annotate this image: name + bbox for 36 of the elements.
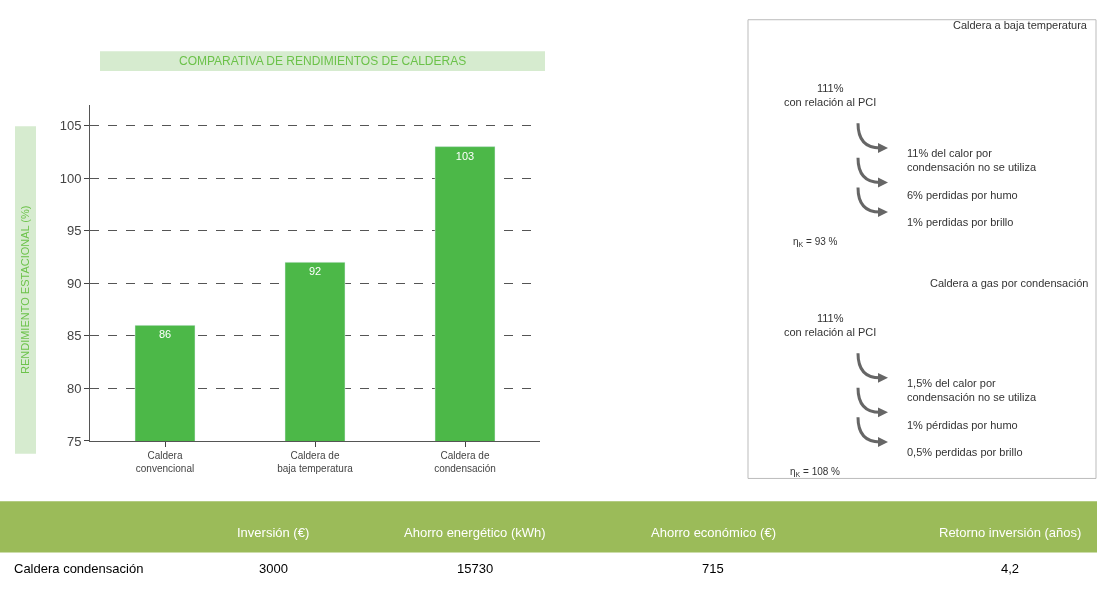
data-label: 86 [158, 328, 172, 341]
chart-title: COMPARATIVA DE RENDIMIENTOS DE CALDERAS [179, 54, 467, 68]
y-axis-title: RENDIMIENTO ESTACIONAL (%) [18, 205, 31, 375]
text: 11% del calor por condensación no se utiliza [907, 147, 1037, 174]
text: 715 [702, 561, 724, 576]
y-tick-label: 105 [59, 118, 82, 134]
text: Ahorro económico (€) [651, 525, 776, 540]
text: 1,5% del calor por condensación no se utiliza [907, 377, 1037, 404]
y-tick-label: 90 [66, 275, 82, 291]
text: η$_{K}$ = 93 % [793, 236, 838, 249]
y-tick-label: 95 [66, 223, 82, 239]
text: 1% pérdidas por humo [907, 419, 1018, 431]
y-tick-label: 75 [66, 433, 82, 449]
text: 15730 [457, 561, 494, 576]
y-tick-label: 100 [59, 170, 82, 186]
x-tick-label: Caldera de condensación [434, 449, 496, 474]
y-tick-label: 85 [66, 328, 82, 344]
y-tick-label: 80 [66, 380, 82, 396]
text: 1% perdidas por brillo [907, 216, 1014, 228]
text: Caldera a gas por condensación [930, 277, 1089, 289]
text: 6% perdidas por humo [907, 189, 1018, 201]
text: Retorno inversión (años) [939, 525, 1082, 540]
text: Caldera a baja temperatura [953, 19, 1088, 31]
text: 3000 [259, 561, 288, 576]
text: 111% con relación al PCI [784, 82, 877, 109]
text: Ahorro energético (kWh) [404, 525, 546, 540]
x-tick-label: Caldera de baja temperatura [277, 449, 354, 474]
text: 111% con relación al PCI [784, 312, 877, 339]
text: Inversión (€) [237, 525, 310, 540]
text: η$_{K}$ = 108 % [790, 466, 841, 479]
x-tick-label: Caldera convencional [135, 449, 195, 474]
text: 0,5% perdidas por brillo [907, 446, 1023, 458]
text: Caldera condensación [14, 561, 144, 576]
text: 4,2 [1001, 561, 1020, 576]
data-label: 92 [308, 265, 322, 278]
data-label: 103 [455, 149, 475, 162]
